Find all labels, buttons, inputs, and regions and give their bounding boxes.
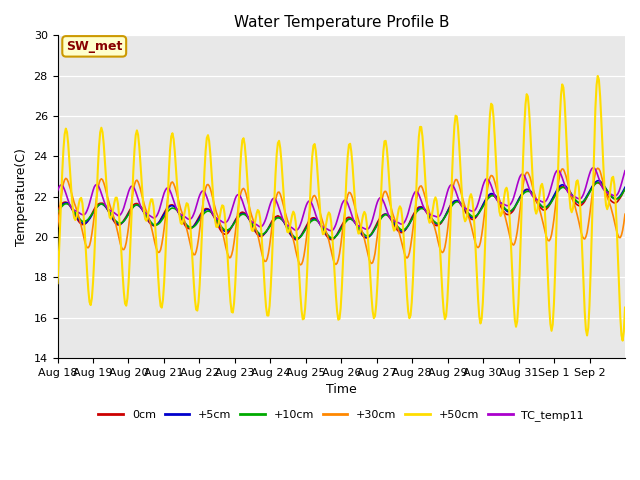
Text: SW_met: SW_met: [66, 40, 122, 53]
Y-axis label: Temperature(C): Temperature(C): [15, 148, 28, 246]
X-axis label: Time: Time: [326, 383, 356, 396]
Legend: 0cm, +5cm, +10cm, +30cm, +50cm, TC_temp11: 0cm, +5cm, +10cm, +30cm, +50cm, TC_temp1…: [94, 406, 589, 425]
Title: Water Temperature Profile B: Water Temperature Profile B: [234, 15, 449, 30]
